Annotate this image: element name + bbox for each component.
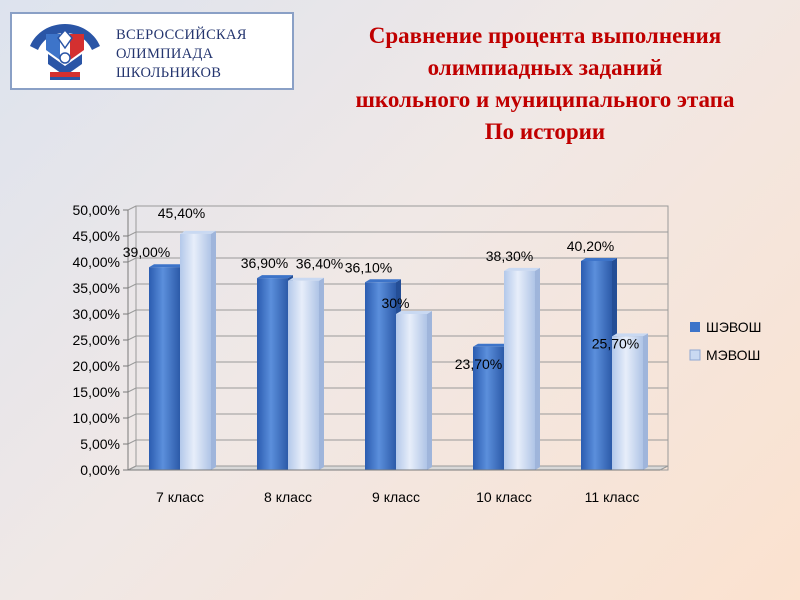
bar-shevosh — [581, 260, 612, 470]
y-tick-label: 15,00% — [73, 384, 120, 400]
logo-line: ШКОЛЬНИКОВ — [116, 65, 222, 81]
data-label: 38,30% — [486, 248, 533, 264]
y-tick-label: 10,00% — [73, 410, 120, 426]
gridline-depth — [127, 413, 137, 419]
legend-swatch — [690, 322, 700, 332]
data-label: 45,40% — [158, 205, 205, 221]
data-label: 40,20% — [567, 238, 614, 254]
gridline-depth — [127, 205, 137, 211]
bars — [149, 230, 648, 470]
data-labels: 39,00% 45,40% 36,90% 36,40% 36,10% 30% 23,70% 3… — [123, 205, 639, 372]
data-label: 30% — [381, 295, 409, 311]
y-tick-label: 40,00% — [73, 254, 120, 270]
y-tick-label: 30,00% — [73, 306, 120, 322]
bar-mevosh — [288, 280, 319, 470]
bar-side — [643, 333, 648, 470]
y-tick-label: 5,00% — [80, 436, 120, 452]
gridline-depth — [127, 361, 137, 367]
gridline-depth — [127, 283, 137, 289]
title-line: Сравнение процента выполнения — [368, 23, 722, 48]
slide-title: Сравнение процента выполнения олимпиадны… — [300, 20, 790, 148]
bar-top — [365, 279, 401, 283]
y-tick-label: 20,00% — [73, 358, 120, 374]
x-tick-label: 11 класс — [585, 489, 640, 505]
bar-shevosh — [149, 267, 180, 470]
gridline-depth — [127, 309, 137, 315]
title-line: По истории — [484, 119, 606, 144]
y-axis: 0,00% 5,00% 10,00% 15,00% 20,00% 25,00% 30,00%… — [73, 202, 660, 478]
title-line: школьного и муниципального этапа — [355, 87, 735, 112]
bar-top — [257, 275, 293, 279]
olympiad-emblem-icon — [30, 24, 100, 80]
x-tick-label: 7 класс — [156, 489, 204, 505]
gridline-depth — [127, 231, 137, 237]
gridline-depth — [127, 439, 137, 445]
x-tick-label: 9 класс — [372, 489, 420, 505]
y-tick-label: 50,00% — [73, 202, 120, 218]
data-label: 36,90% — [241, 255, 288, 271]
bar-side — [211, 230, 216, 470]
gridline-depth — [127, 465, 137, 471]
y-tick-label: 25,00% — [73, 332, 120, 348]
legend-label: МЭВОШ — [706, 347, 760, 363]
gridline-depth — [127, 335, 137, 341]
bar-side — [427, 311, 432, 470]
data-label: 25,70% — [592, 335, 639, 351]
y-tick-label: 0,00% — [80, 462, 120, 478]
bar-top — [396, 311, 432, 314]
bar-shevosh — [365, 282, 396, 470]
bar-side — [535, 267, 540, 470]
logo-line: ВСЕРОССИЙСКАЯ — [116, 27, 247, 43]
bar-shevosh — [473, 346, 504, 470]
x-tick-label: 10 класс — [476, 489, 532, 505]
logo-line: ОЛИМПИАДА — [116, 46, 214, 62]
bar-mevosh — [396, 314, 427, 470]
data-label: 36,40% — [296, 256, 343, 272]
x-tick-label: 8 класс — [264, 489, 312, 505]
gridline-depth — [127, 257, 137, 263]
legend: ШЭВОШ МЭВОШ — [689, 319, 762, 363]
bar-top — [288, 277, 324, 281]
bar-shevosh — [257, 278, 288, 470]
bar-top — [149, 264, 185, 268]
bar-top — [180, 230, 216, 234]
bar-top — [612, 333, 648, 337]
legend-swatch — [689, 349, 701, 361]
data-label: 39,00% — [123, 244, 170, 260]
bar-mevosh — [504, 270, 535, 470]
bar-top — [581, 257, 617, 261]
bar-top — [473, 343, 509, 347]
legend-label: ШЭВОШ — [706, 319, 762, 335]
data-label: 36,10% — [345, 259, 392, 275]
bar-mevosh — [612, 336, 643, 470]
bar-mevosh — [180, 233, 211, 470]
bar-top — [504, 267, 540, 271]
data-label: 23,70% — [455, 356, 502, 372]
y-tick-label: 45,00% — [73, 228, 120, 244]
bar-side — [319, 277, 324, 470]
gridline-depth — [127, 387, 137, 393]
olympiad-logo: ВСЕРОССИЙСКАЯ ОЛИМПИАДА ШКОЛЬНИКОВ — [10, 12, 294, 90]
x-axis: 7 класс 8 класс 9 класс 10 класс 11 класс — [156, 489, 639, 505]
logo-text: ВСЕРОССИЙСКАЯ ОЛИМПИАДА ШКОЛЬНИКОВ — [116, 26, 247, 83]
y-tick-label: 35,00% — [73, 280, 120, 296]
title-line: олимпиадных заданий — [427, 55, 663, 80]
